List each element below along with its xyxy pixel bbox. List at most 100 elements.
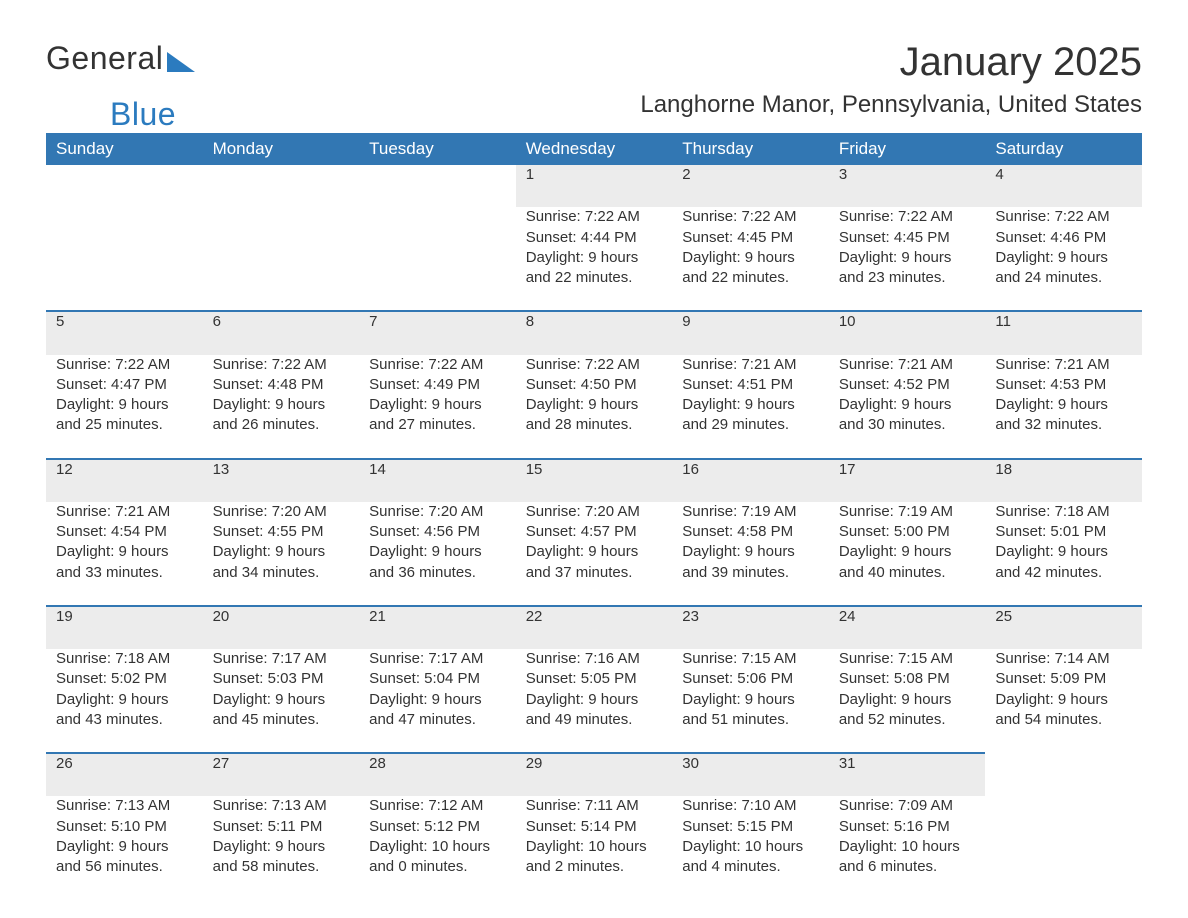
calendar-day-cell: Sunrise: 7:14 AMSunset: 5:09 PMDaylight:…: [985, 649, 1142, 753]
sunset-text: Sunset: 4:45 PM: [682, 228, 819, 248]
sunset-text: Sunset: 5:14 PM: [526, 817, 663, 837]
calendar-daynum-row: 19202122232425: [46, 606, 1142, 649]
daylight-text: Daylight: 9 hours and 49 minutes.: [526, 690, 663, 731]
daylight-text: Daylight: 9 hours and 32 minutes.: [995, 395, 1132, 436]
daylight-text: Daylight: 9 hours and 33 minutes.: [56, 542, 193, 583]
calendar-detail-row: Sunrise: 7:22 AMSunset: 4:47 PMDaylight:…: [46, 355, 1142, 459]
calendar-daynum-cell: 1: [516, 165, 673, 207]
calendar-day-cell: Sunrise: 7:22 AMSunset: 4:47 PMDaylight:…: [46, 355, 203, 459]
calendar-daynum-cell: 5: [46, 311, 203, 354]
daylight-text: Daylight: 9 hours and 43 minutes.: [56, 690, 193, 731]
sunrise-text: Sunrise: 7:21 AM: [56, 502, 193, 522]
sunrise-text: Sunrise: 7:20 AM: [526, 502, 663, 522]
daylight-text: Daylight: 9 hours and 54 minutes.: [995, 690, 1132, 731]
calendar-daynum-cell: 23: [672, 606, 829, 649]
daylight-text: Daylight: 9 hours and 51 minutes.: [682, 690, 819, 731]
calendar-day-cell: Sunrise: 7:20 AMSunset: 4:56 PMDaylight:…: [359, 502, 516, 606]
calendar-detail-row: Sunrise: 7:18 AMSunset: 5:02 PMDaylight:…: [46, 649, 1142, 753]
page-title: January 2025: [900, 40, 1142, 85]
calendar-daynum-cell: 25: [985, 606, 1142, 649]
calendar-day-cell: Sunrise: 7:22 AMSunset: 4:44 PMDaylight:…: [516, 207, 673, 311]
calendar-daynum-cell: 17: [829, 459, 986, 502]
sunrise-text: Sunrise: 7:09 AM: [839, 796, 976, 816]
calendar-header-cell: Wednesday: [516, 133, 673, 165]
calendar-daynum-cell: 7: [359, 311, 516, 354]
calendar-body: 1234Sunrise: 7:22 AMSunset: 4:44 PMDayli…: [46, 165, 1142, 899]
daylight-text: Daylight: 9 hours and 25 minutes.: [56, 395, 193, 436]
daylight-text: Daylight: 9 hours and 29 minutes.: [682, 395, 819, 436]
daylight-text: Daylight: 9 hours and 39 minutes.: [682, 542, 819, 583]
sunset-text: Sunset: 5:09 PM: [995, 669, 1132, 689]
calendar-daynum-cell: 20: [203, 606, 360, 649]
calendar-day-cell: Sunrise: 7:21 AMSunset: 4:52 PMDaylight:…: [829, 355, 986, 459]
daylight-text: Daylight: 9 hours and 30 minutes.: [839, 395, 976, 436]
calendar-daynum-cell: 30: [672, 753, 829, 796]
daylight-text: Daylight: 9 hours and 34 minutes.: [213, 542, 350, 583]
daylight-text: Daylight: 9 hours and 27 minutes.: [369, 395, 506, 436]
daylight-text: Daylight: 9 hours and 42 minutes.: [995, 542, 1132, 583]
calendar-daynum-cell: 9: [672, 311, 829, 354]
calendar-daynum-cell: 3: [829, 165, 986, 207]
sunrise-text: Sunrise: 7:19 AM: [839, 502, 976, 522]
calendar-daynum-cell: 15: [516, 459, 673, 502]
sunrise-text: Sunrise: 7:21 AM: [995, 355, 1132, 375]
sunset-text: Sunset: 4:52 PM: [839, 375, 976, 395]
calendar-day-cell: [203, 207, 360, 311]
daylight-text: Daylight: 10 hours and 6 minutes.: [839, 837, 976, 878]
sunrise-text: Sunrise: 7:13 AM: [56, 796, 193, 816]
calendar-daynum-cell: 31: [829, 753, 986, 796]
calendar-day-cell: [46, 207, 203, 311]
calendar-header-cell: Saturday: [985, 133, 1142, 165]
calendar-daynum-row: 567891011: [46, 311, 1142, 354]
sunset-text: Sunset: 4:51 PM: [682, 375, 819, 395]
calendar-daynum-cell: [46, 165, 203, 207]
daylight-text: Daylight: 10 hours and 0 minutes.: [369, 837, 506, 878]
calendar-header-cell: Tuesday: [359, 133, 516, 165]
sunset-text: Sunset: 4:49 PM: [369, 375, 506, 395]
calendar-day-cell: Sunrise: 7:20 AMSunset: 4:57 PMDaylight:…: [516, 502, 673, 606]
calendar-daynum-row: 262728293031: [46, 753, 1142, 796]
sunset-text: Sunset: 5:05 PM: [526, 669, 663, 689]
sunset-text: Sunset: 5:06 PM: [682, 669, 819, 689]
calendar-daynum-cell: 19: [46, 606, 203, 649]
sunset-text: Sunset: 4:46 PM: [995, 228, 1132, 248]
calendar-daynum-cell: 29: [516, 753, 673, 796]
logo-text-general: General: [46, 40, 163, 77]
calendar-day-cell: Sunrise: 7:10 AMSunset: 5:15 PMDaylight:…: [672, 796, 829, 899]
daylight-text: Daylight: 9 hours and 58 minutes.: [213, 837, 350, 878]
sunrise-text: Sunrise: 7:10 AM: [682, 796, 819, 816]
sunset-text: Sunset: 4:48 PM: [213, 375, 350, 395]
calendar-day-cell: Sunrise: 7:19 AMSunset: 4:58 PMDaylight:…: [672, 502, 829, 606]
calendar-day-cell: Sunrise: 7:12 AMSunset: 5:12 PMDaylight:…: [359, 796, 516, 899]
daylight-text: Daylight: 9 hours and 45 minutes.: [213, 690, 350, 731]
daylight-text: Daylight: 9 hours and 22 minutes.: [682, 248, 819, 289]
sunset-text: Sunset: 5:10 PM: [56, 817, 193, 837]
sunset-text: Sunset: 4:44 PM: [526, 228, 663, 248]
calendar-day-cell: Sunrise: 7:13 AMSunset: 5:11 PMDaylight:…: [203, 796, 360, 899]
sunrise-text: Sunrise: 7:20 AM: [213, 502, 350, 522]
calendar-day-cell: Sunrise: 7:19 AMSunset: 5:00 PMDaylight:…: [829, 502, 986, 606]
calendar-day-cell: Sunrise: 7:11 AMSunset: 5:14 PMDaylight:…: [516, 796, 673, 899]
sunset-text: Sunset: 4:50 PM: [526, 375, 663, 395]
daylight-text: Daylight: 9 hours and 36 minutes.: [369, 542, 506, 583]
logo-text-blue: Blue: [110, 96, 176, 133]
daylight-text: Daylight: 9 hours and 52 minutes.: [839, 690, 976, 731]
sunrise-text: Sunrise: 7:17 AM: [369, 649, 506, 669]
daylight-text: Daylight: 9 hours and 28 minutes.: [526, 395, 663, 436]
calendar-daynum-cell: [359, 165, 516, 207]
calendar-day-cell: Sunrise: 7:22 AMSunset: 4:49 PMDaylight:…: [359, 355, 516, 459]
calendar-day-cell: Sunrise: 7:15 AMSunset: 5:08 PMDaylight:…: [829, 649, 986, 753]
calendar-day-cell: Sunrise: 7:22 AMSunset: 4:45 PMDaylight:…: [829, 207, 986, 311]
sunrise-text: Sunrise: 7:13 AM: [213, 796, 350, 816]
calendar-daynum-cell: 14: [359, 459, 516, 502]
sunrise-text: Sunrise: 7:18 AM: [56, 649, 193, 669]
calendar-day-cell: Sunrise: 7:22 AMSunset: 4:48 PMDaylight:…: [203, 355, 360, 459]
calendar-daynum-cell: 6: [203, 311, 360, 354]
calendar-day-cell: Sunrise: 7:09 AMSunset: 5:16 PMDaylight:…: [829, 796, 986, 899]
sunset-text: Sunset: 4:54 PM: [56, 522, 193, 542]
sunrise-text: Sunrise: 7:20 AM: [369, 502, 506, 522]
daylight-text: Daylight: 9 hours and 24 minutes.: [995, 248, 1132, 289]
sunrise-text: Sunrise: 7:18 AM: [995, 502, 1132, 522]
calendar-daynum-cell: 16: [672, 459, 829, 502]
calendar-daynum-cell: [203, 165, 360, 207]
